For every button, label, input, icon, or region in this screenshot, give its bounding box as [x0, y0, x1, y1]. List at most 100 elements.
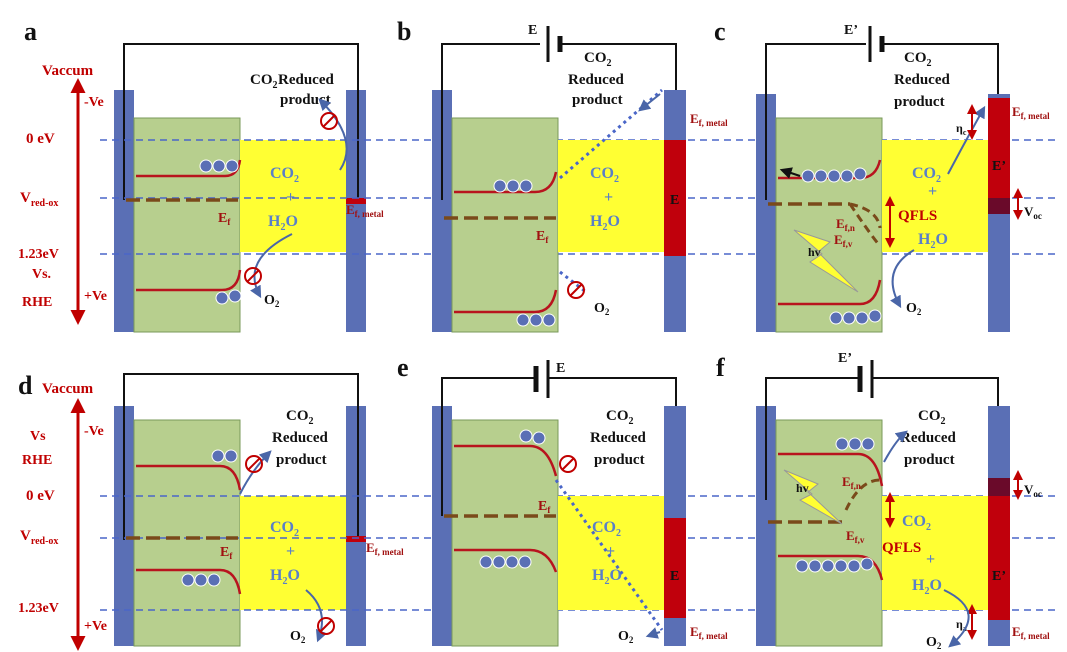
svg-text:H2O: H2O — [270, 567, 300, 587]
panel-a: a Ef, metal Ef CO2 + H2O CO2 Reduced pro… — [24, 17, 1060, 333]
svg-text:CO2: CO2 — [918, 408, 946, 427]
svg-text:H2O: H2O — [592, 567, 622, 587]
axis-top: Vaccum -Ve 0 eV Vred-ox 1.23eV Vs. RHE +… — [18, 63, 107, 325]
svg-text:Ef, metal: Ef, metal — [1012, 104, 1050, 121]
vaccum-label-d: Vaccum — [42, 381, 94, 397]
plus-ve-label-d: +Ve — [84, 619, 107, 634]
e123-label: 1.23eV — [18, 247, 59, 262]
panel-b: b E E Ef, metal Ef CO2 + H2O CO2 Reduced… — [397, 17, 728, 333]
svg-text:E: E — [670, 193, 679, 208]
svg-text:Reduced: Reduced — [590, 430, 646, 446]
panel-e: e E E Ef, metal Ef CO2 + H2O CO2 Reduced… — [397, 353, 728, 647]
svg-text:Ef,v: Ef,v — [846, 528, 865, 545]
svg-text:Ef: Ef — [538, 499, 551, 515]
svg-text:+: + — [606, 543, 615, 560]
axis-bottom: Vaccum Vs RHE -Ve 0 eV Vred-ox 1.23eV +V… — [18, 381, 107, 651]
svg-text:H2O: H2O — [912, 577, 942, 597]
zero-ev-label-d: 0 eV — [26, 488, 55, 504]
svg-text:Ef, metal: Ef, metal — [346, 202, 384, 219]
vaccum-label: Vaccum — [42, 63, 94, 79]
svg-text:Ef: Ef — [218, 211, 231, 227]
svg-text:O2: O2 — [290, 629, 306, 645]
panel-letter-d: d — [18, 371, 33, 400]
svg-text:E’: E’ — [992, 159, 1006, 174]
svg-text:Ef,v: Ef,v — [834, 232, 853, 249]
panel-c: c E’ E’ Ef, metal hv Ef,n Ef,v QFLS CO2 … — [714, 17, 1050, 333]
panel-letter-a: a — [24, 17, 37, 46]
svg-text:E: E — [556, 361, 565, 376]
svg-text:CO2: CO2 — [286, 408, 314, 427]
svg-text:E’: E’ — [838, 351, 852, 366]
svg-text:Ef, metal: Ef, metal — [1012, 624, 1050, 641]
svg-text:+: + — [928, 183, 937, 200]
svg-text:product: product — [894, 94, 945, 110]
svg-text:Ef: Ef — [536, 229, 549, 245]
svg-text:+: + — [286, 543, 295, 560]
panel-letter-c: c — [714, 17, 726, 46]
svg-text:product: product — [276, 452, 327, 468]
svg-text:CO2: CO2 — [270, 165, 299, 185]
panel-letter-f: f — [716, 353, 725, 382]
svg-text:O2: O2 — [618, 629, 634, 645]
e123-label-d: 1.23eV — [18, 601, 59, 616]
vs-label: Vs. — [32, 267, 51, 282]
svg-text:Ef, metal: Ef, metal — [690, 624, 728, 641]
svg-text:hv: hv — [808, 245, 821, 259]
minus-ve-label-d: -Ve — [84, 424, 104, 439]
svg-text:Ef, metal: Ef, metal — [366, 540, 404, 557]
svg-text:Reduced: Reduced — [900, 430, 956, 446]
v-redox-label-d: Vred-ox — [20, 528, 58, 547]
plus-ve-label: +Ve — [84, 289, 107, 304]
svg-text:Reduced: Reduced — [894, 72, 950, 88]
svg-text:Voc: Voc — [1024, 204, 1042, 221]
rhe-label: RHE — [22, 295, 52, 310]
svg-text:ηc: ηc — [956, 121, 967, 137]
svg-text:O2: O2 — [906, 301, 922, 317]
svg-text:product: product — [594, 452, 645, 468]
svg-text:CO2: CO2 — [590, 165, 619, 185]
svg-text:hv: hv — [796, 481, 809, 495]
svg-text:Reduced: Reduced — [568, 72, 624, 88]
svg-text:E: E — [670, 569, 679, 584]
svg-text:Voc: Voc — [1024, 482, 1042, 499]
svg-text:CO2: CO2 — [592, 519, 621, 539]
minus-ve-label: -Ve — [84, 95, 104, 110]
svg-text:O2: O2 — [264, 293, 280, 309]
svg-text:H2O: H2O — [918, 231, 948, 251]
svg-text:Reduced: Reduced — [272, 430, 328, 446]
svg-text:CO2: CO2 — [902, 513, 931, 533]
v-redox-label: Vred-ox — [20, 190, 58, 209]
svg-text:E: E — [528, 23, 537, 38]
rhe-label-d: RHE — [22, 453, 52, 468]
svg-text:CO2: CO2 — [270, 519, 299, 539]
svg-text:product: product — [280, 92, 331, 108]
svg-text:CO2: CO2 — [912, 165, 941, 185]
svg-text:Ef,n: Ef,n — [836, 216, 855, 233]
svg-text:O2: O2 — [926, 635, 942, 651]
svg-text:CO2: CO2 — [904, 50, 932, 69]
svg-text:Ef,n: Ef,n — [842, 474, 861, 491]
svg-text:+: + — [604, 189, 613, 206]
svg-text:E’: E’ — [844, 23, 858, 38]
svg-text:H2O: H2O — [590, 213, 620, 233]
svg-text:+: + — [286, 189, 295, 206]
svg-text:E’: E’ — [992, 569, 1006, 584]
svg-text:product: product — [572, 92, 623, 108]
svg-text:CO2: CO2 — [606, 408, 634, 427]
svg-text:product: product — [904, 452, 955, 468]
svg-text:O2: O2 — [594, 301, 610, 317]
svg-text:Ef: Ef — [220, 545, 233, 561]
svg-text:Reduced: Reduced — [278, 72, 334, 88]
panel-f: f E’ E’ Ef, metal hv Ef,n Ef,v CO2 QFLS … — [716, 351, 1050, 651]
zero-ev-label: 0 eV — [26, 131, 55, 147]
vs-label-d: Vs — [30, 429, 46, 444]
svg-text:QFLS: QFLS — [898, 208, 937, 224]
panel-d: d Ef Ef, metal CO2 + H2O CO2 Reduced pro… — [18, 371, 1060, 647]
panel-letter-e: e — [397, 353, 409, 382]
svg-text:QFLS: QFLS — [882, 540, 921, 556]
svg-text:Ef, metal: Ef, metal — [690, 111, 728, 128]
svg-text:H2O: H2O — [268, 213, 298, 233]
svg-text:CO2: CO2 — [584, 50, 612, 69]
svg-text:+: + — [926, 551, 935, 568]
